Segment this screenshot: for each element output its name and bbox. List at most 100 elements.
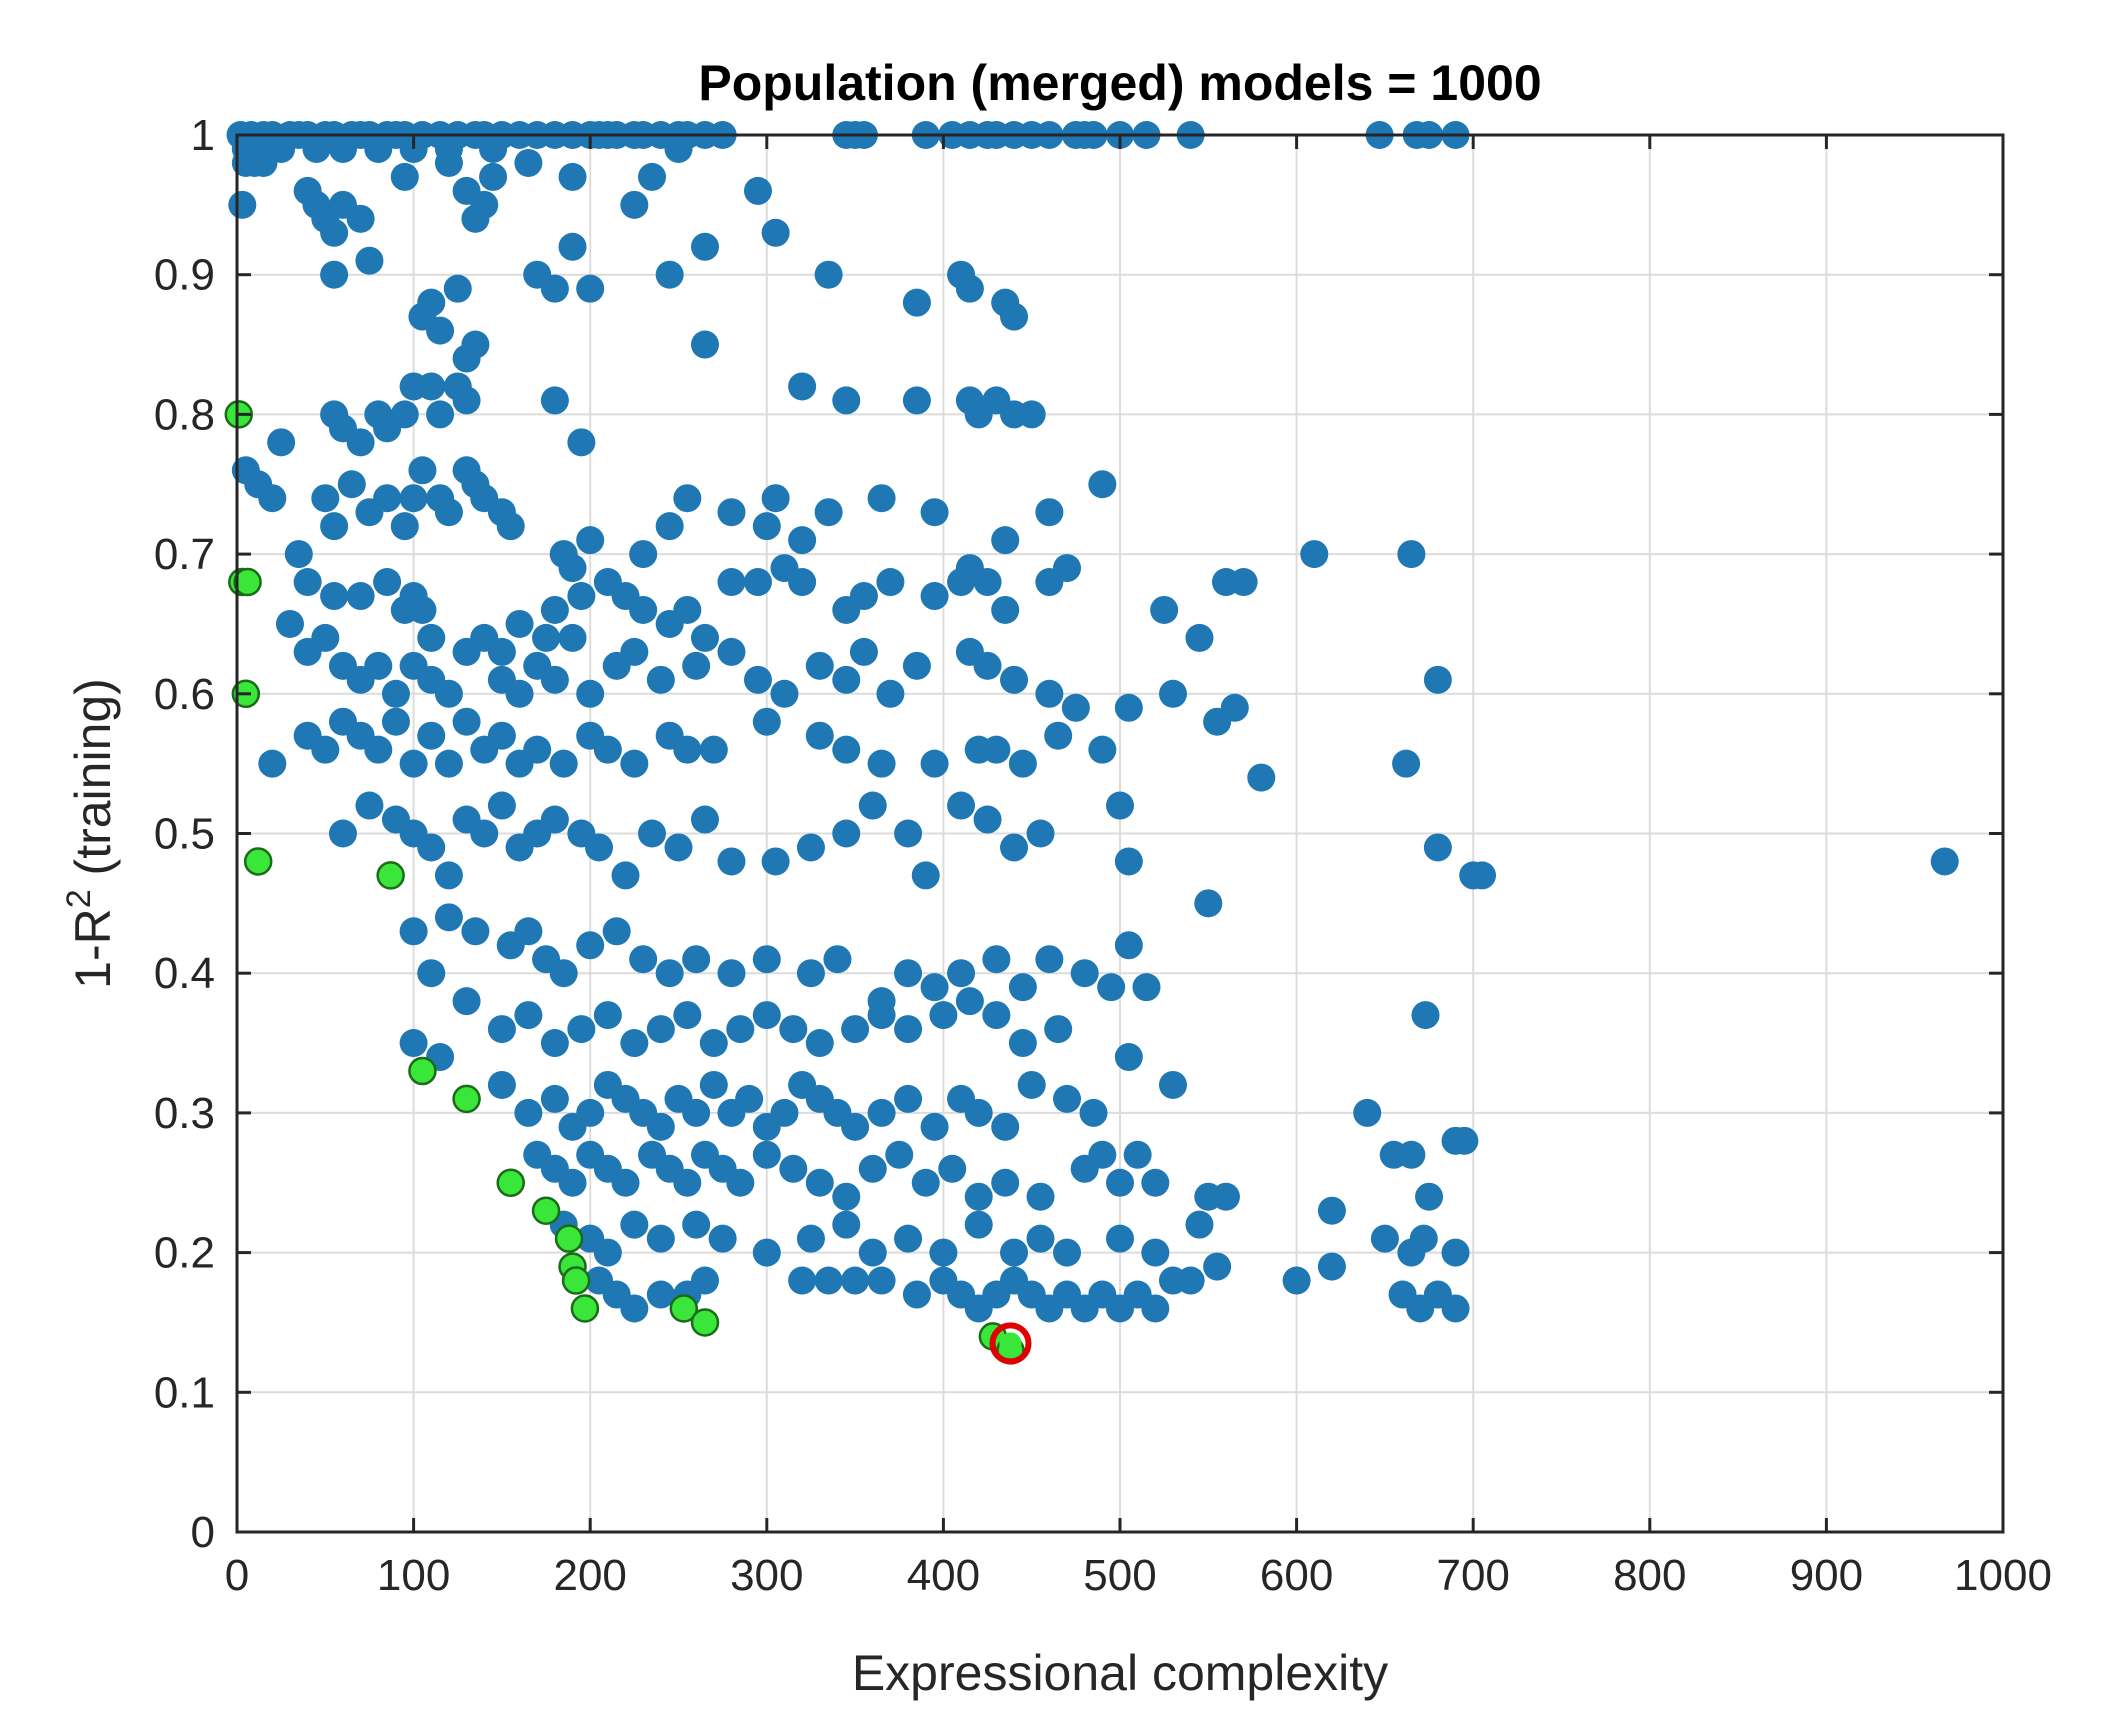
population-point [1441,1238,1470,1267]
population-point [1392,749,1421,778]
population-point [523,735,552,764]
population-point [832,819,861,848]
population-point [1106,1168,1134,1197]
population-point [1411,1001,1440,1030]
population-point [849,637,878,666]
pareto-point [243,847,273,876]
population-point [1370,1224,1399,1253]
population-point [443,274,472,303]
population-point [540,1084,569,1113]
population-point [593,1238,622,1267]
population-point [576,526,605,555]
population-point [258,484,287,513]
population-point [417,623,446,652]
x-ticks: 0 100 200 300 400 500 600 700 800 900 1000 [225,135,2052,1600]
population-point [849,582,878,611]
population-point [620,1294,649,1323]
population-point [752,1001,781,1030]
population-point [611,1168,640,1197]
population-point [1409,1224,1438,1253]
pareto-point [570,1294,600,1323]
pareto-point [690,1308,720,1337]
pareto-point [561,1266,591,1295]
population-point [346,204,375,233]
population-point [664,833,693,862]
population-point [417,721,446,750]
population-point [832,735,861,764]
population-point [470,190,499,219]
population-point [417,959,446,988]
population-point [655,959,684,988]
population-point [1141,1168,1170,1197]
population-point [690,805,719,834]
population-point [381,679,410,708]
population-point [699,1029,728,1058]
population-point [770,679,799,708]
population-point [532,623,561,652]
population-point [805,1029,834,1058]
population-point [1079,1098,1108,1127]
population-point [346,582,375,611]
population-point [576,274,605,303]
population-point [1053,1238,1082,1267]
population-point [673,1001,702,1030]
population-point [876,679,905,708]
population-point [479,162,508,191]
population-point [964,1182,993,1211]
population-point [814,260,843,289]
pareto-point [496,1168,525,1197]
population-point [902,386,931,415]
y-axis-label-superscript: 2 [60,889,98,908]
population-point [1088,470,1117,499]
population-point [1114,931,1143,960]
population-point [390,512,419,541]
population-point [399,1029,428,1058]
population-point [275,609,304,638]
population-point [1097,973,1126,1002]
population-point [982,735,1011,764]
population-point [858,1238,887,1267]
population-point [408,456,437,485]
population-point [452,707,481,736]
population-point [629,945,658,974]
population-point [699,1070,728,1099]
population-point [805,721,834,750]
population-point [567,582,596,611]
y-axis-label-suffix: (training) [65,678,121,889]
population-point [576,931,605,960]
population-point [311,484,340,513]
population-point [655,260,684,289]
x-axis-label: Expressional complexity [852,1645,1388,1701]
population-point [991,1112,1020,1141]
population-point [638,162,667,191]
population-point [505,609,534,638]
y-tick-label: 1 [191,111,215,160]
population-point [1423,665,1452,694]
population-point [841,1266,870,1295]
population-point [673,1168,702,1197]
population-point [796,959,825,988]
population-point [373,568,402,597]
population-point [717,568,746,597]
population-point [452,987,481,1016]
population-point [690,1266,719,1295]
population-point [337,470,366,499]
x-tick-label: 300 [730,1551,803,1600]
population-point [1000,1238,1029,1267]
y-tick-label: 0.5 [154,810,215,859]
population-point [991,1168,1020,1197]
population-point [505,679,534,708]
population-point [646,665,675,694]
population-point [514,1001,543,1030]
population-point [920,749,949,778]
population-point [929,1001,958,1030]
population-point [1053,1084,1082,1113]
population-point [1930,847,1959,876]
population-point [399,917,428,946]
population-point [434,498,463,527]
population-point [1185,1210,1214,1239]
population-point [1017,400,1046,429]
population-point [585,833,614,862]
population-point [514,148,543,177]
population-point [796,1224,825,1253]
